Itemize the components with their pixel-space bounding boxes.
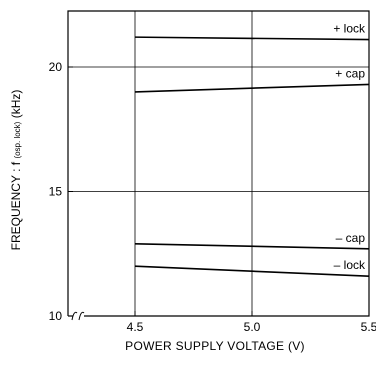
tick-layer bbox=[68, 66, 370, 317]
x-tick-label: 4.5 bbox=[127, 320, 144, 334]
y-axis-title-subscript: (osp. lock) bbox=[13, 121, 22, 159]
grid-layer bbox=[68, 11, 369, 316]
series-line bbox=[134, 242, 370, 250]
x-tick-label: 5.5 bbox=[361, 320, 376, 334]
y-tick-label: 15 bbox=[49, 185, 63, 199]
series-layer bbox=[134, 36, 370, 277]
series-label: – lock bbox=[334, 258, 366, 272]
label-layer: 4.5 5.0 5.5 10 15 20 + lock + cap – cap – lock bbox=[49, 22, 376, 334]
x-axis-title: POWER SUPPLY VOLTAGE (V) bbox=[125, 339, 305, 353]
y-tick-label: 10 bbox=[49, 309, 63, 323]
series-label: + cap bbox=[335, 66, 365, 80]
y-axis-title-main: FREQUENCY : f bbox=[9, 161, 23, 251]
y-tick-label: 20 bbox=[49, 60, 63, 74]
axis-break-mark bbox=[78, 311, 85, 321]
x-tick-label: 5.0 bbox=[244, 320, 261, 334]
series-line bbox=[134, 83, 370, 93]
series-label: – cap bbox=[336, 231, 366, 245]
series-line bbox=[134, 36, 370, 41]
plot-frame bbox=[67, 10, 370, 317]
series-line bbox=[134, 265, 370, 277]
y-axis-title-unit: (kHz) bbox=[9, 89, 23, 119]
series-label: + lock bbox=[333, 22, 366, 36]
axis-break-mark bbox=[71, 311, 78, 321]
